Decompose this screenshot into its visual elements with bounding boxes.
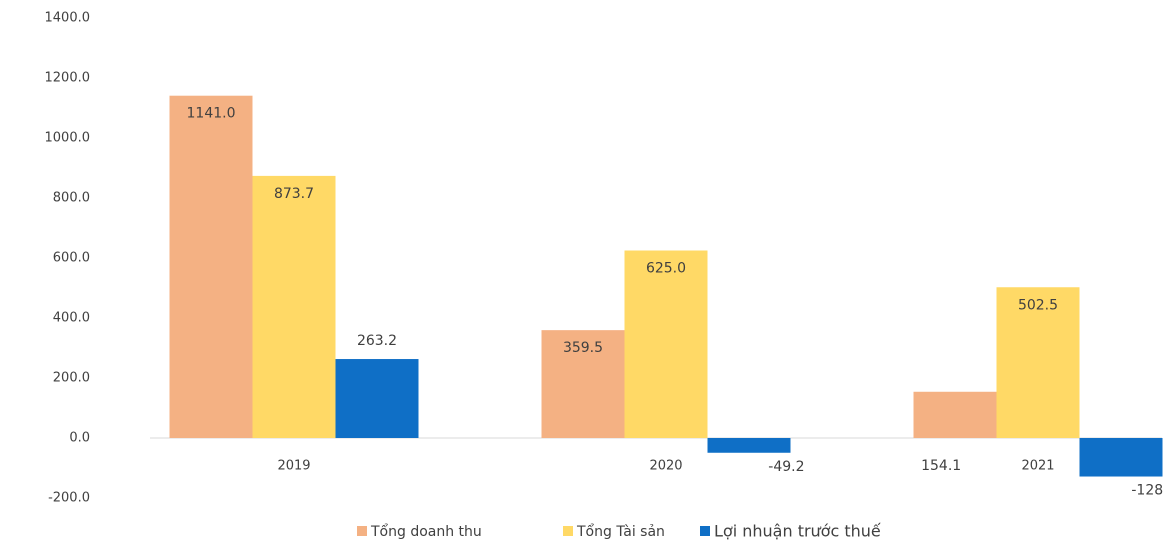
bar [1079, 438, 1163, 477]
bar [996, 287, 1080, 438]
legend-label: Lợi nhuận trước thuế [714, 522, 881, 541]
bar [624, 250, 708, 438]
y-tick-label: 800.0 [53, 191, 90, 206]
x-tick-label: 2021 [1021, 459, 1054, 474]
data-label: 359.5 [563, 340, 603, 356]
y-tick-label: -200.0 [48, 491, 90, 506]
y-tick-label: 1200.0 [45, 71, 91, 86]
data-label: -49.2 [768, 459, 804, 475]
x-tick-label: 2020 [649, 459, 682, 474]
y-tick-label: 600.0 [53, 251, 90, 266]
bar [913, 391, 997, 438]
legend-label: Tổng doanh thu [370, 523, 482, 540]
legend-swatch [357, 526, 367, 536]
legend-swatch [700, 526, 710, 536]
bar [335, 359, 419, 438]
bar [169, 95, 253, 438]
y-tick-label: 1000.0 [45, 131, 91, 146]
legend: Tổng doanh thu Tổng Tài sản Lợi nhuận trướ… [357, 522, 881, 541]
y-tick-label: 200.0 [53, 371, 90, 386]
x-tick-label: 2019 [277, 459, 310, 474]
bar [252, 175, 336, 438]
y-tick-label: 400.0 [53, 311, 90, 326]
data-label: 263.2 [357, 333, 397, 349]
legend-label: Tổng Tài sản [576, 523, 665, 540]
data-label: 873.7 [274, 186, 314, 202]
data-label: 1141.0 [187, 106, 236, 122]
y-tick-label: 0.0 [69, 431, 90, 446]
data-label: -128.4 [1131, 483, 1164, 499]
bar [707, 438, 791, 453]
data-label: 625.0 [646, 261, 686, 277]
data-label: 502.5 [1018, 297, 1058, 313]
legend-swatch [563, 526, 573, 536]
bar [541, 330, 625, 438]
y-tick-label: 1400.0 [45, 11, 91, 26]
data-label: 154.1 [921, 458, 961, 474]
